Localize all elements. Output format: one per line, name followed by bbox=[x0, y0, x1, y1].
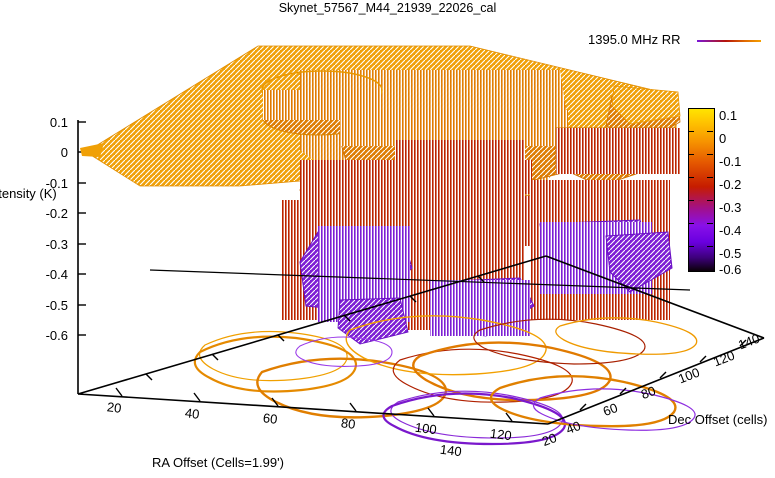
mid-grid-line bbox=[149, 269, 691, 291]
z-tick-3: -0.2 bbox=[45, 206, 68, 221]
z-tick-4: -0.3 bbox=[45, 237, 68, 252]
legend-entry-label: 1395.0 MHz RR bbox=[588, 32, 681, 47]
colorbar-tick-3b bbox=[707, 200, 713, 201]
contour-purple-4 bbox=[295, 336, 393, 367]
right-bright-patch bbox=[611, 85, 681, 125]
page-title: Skynet_57567_M44_21939_22026_cal bbox=[278, 1, 497, 15]
contour-orange-2 bbox=[193, 335, 358, 393]
right-terrace-wall-1 bbox=[556, 128, 680, 174]
x-tick-1: 40 bbox=[184, 405, 201, 422]
colorbar-label-3: -0.2 bbox=[719, 177, 742, 192]
zaxis-surface-touch bbox=[80, 143, 104, 157]
legend-line-sample bbox=[697, 40, 761, 42]
colorbar-label-1: 0 bbox=[719, 131, 727, 146]
contour-orange-3 bbox=[256, 357, 448, 419]
colorbar-label-0: 0.1 bbox=[719, 108, 738, 123]
contour-orange-7 bbox=[555, 317, 698, 355]
deep-well-far-right bbox=[605, 231, 673, 293]
colorbar-tick-0b bbox=[707, 131, 713, 132]
x-axis-line bbox=[77, 393, 549, 425]
axes-lines bbox=[77, 120, 765, 425]
colorbar-tick-1b bbox=[707, 154, 713, 155]
colorbar-tick-2 bbox=[688, 177, 694, 178]
contour-red-2 bbox=[473, 318, 646, 365]
contour-purple-3 bbox=[532, 388, 696, 431]
x-axis-line-back bbox=[545, 255, 765, 339]
z-axis-label: ntensity (K) bbox=[0, 186, 57, 201]
z-tick-7: -0.6 bbox=[45, 328, 68, 343]
base-contours bbox=[193, 315, 698, 446]
colorbar-tick-5b bbox=[707, 246, 713, 247]
x-tick-6: 140 bbox=[439, 441, 463, 460]
colorbar-tick-4 bbox=[688, 223, 694, 224]
contour-orange-4 bbox=[345, 315, 547, 376]
axis-ticks bbox=[78, 121, 747, 422]
contour-red-1 bbox=[392, 348, 573, 403]
colorbar-tick-0 bbox=[688, 131, 694, 132]
colorbar-label-5: -0.4 bbox=[719, 223, 742, 238]
colorbar-label-7: -0.6 bbox=[719, 262, 742, 277]
z-tick-5: -0.4 bbox=[45, 267, 68, 282]
x-tick-5: 120 bbox=[489, 425, 513, 444]
colorbar-label-2: -0.1 bbox=[719, 154, 742, 169]
colorbar-label-4: -0.3 bbox=[719, 200, 742, 215]
colorbar-tick-5 bbox=[688, 246, 694, 247]
contour-orange-5 bbox=[412, 341, 612, 402]
colorbar-tick-3 bbox=[688, 200, 694, 201]
colorbar-tick-2b bbox=[707, 177, 713, 178]
z-tick-2: -0.1 bbox=[45, 176, 68, 191]
y-axis-line-front bbox=[547, 337, 765, 425]
colorbar-label-6: -0.5 bbox=[719, 246, 742, 261]
contour-orange-6 bbox=[489, 375, 677, 428]
z-tick-6: -0.5 bbox=[45, 298, 68, 313]
z-tick-0: 0.1 bbox=[49, 115, 68, 130]
contour-purple-1 bbox=[390, 390, 564, 439]
colorbar-tick-1 bbox=[688, 154, 694, 155]
x-tick-3: 80 bbox=[340, 415, 357, 432]
z-tick-1: 0 bbox=[60, 145, 68, 160]
x-tick-4: 100 bbox=[414, 419, 438, 438]
surface-geometry bbox=[77, 45, 765, 446]
colorbar-tick-4b bbox=[707, 223, 713, 224]
contour-purple-2 bbox=[382, 392, 567, 446]
x-tick-2: 60 bbox=[262, 410, 279, 427]
y-axis-line bbox=[77, 255, 547, 395]
purple-spill-front bbox=[337, 297, 409, 345]
colorbar bbox=[688, 108, 715, 272]
contour-orange-1 bbox=[198, 330, 348, 382]
x-tick-0: 20 bbox=[106, 399, 123, 416]
y-axis-label: Dec Offset (cells) bbox=[668, 412, 768, 427]
x-axis-label: RA Offset (Cells=1.99') bbox=[152, 455, 284, 470]
